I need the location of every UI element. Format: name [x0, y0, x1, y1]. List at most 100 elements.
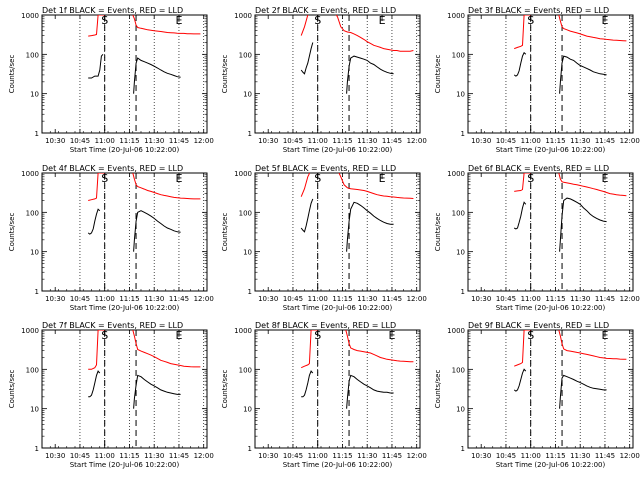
- plot-frame: [467, 14, 634, 134]
- y-axis-label: Counts/sec: [221, 370, 229, 409]
- marker-e-label: E: [379, 172, 386, 185]
- panel-2: Det 2f BLACK = Events, RED = LLD Counts/s…: [221, 6, 427, 154]
- y-axis-label: Counts/sec: [221, 213, 229, 252]
- panel-title: Det 4f BLACK = Events, RED = LLD: [42, 164, 183, 173]
- panel-title: Det 3f BLACK = Events, RED = LLD: [468, 6, 609, 15]
- series-lld-line: [514, 15, 627, 50]
- x-tick-label: 12:00: [194, 452, 214, 460]
- plot-frame: [467, 329, 634, 449]
- marker-e-label: E: [388, 329, 395, 342]
- x-tick-label: 11:15: [332, 137, 352, 145]
- x-tick-label: 10:45: [70, 452, 90, 460]
- panel-title: Det 7f BLACK = Events, RED = LLD: [42, 321, 183, 330]
- y-tick-label: 10: [456, 249, 465, 257]
- x-tick-label: 11:15: [332, 295, 352, 303]
- x-tick-label: 11:30: [357, 295, 377, 303]
- marker-e-label: E: [601, 329, 608, 342]
- plot-frame: [467, 172, 634, 292]
- marker-s-label: S: [527, 329, 534, 342]
- series-lld-line: [300, 15, 414, 52]
- x-tick-label: 12:00: [620, 295, 640, 303]
- x-tick-label: 11:45: [382, 452, 402, 460]
- series-lld-line: [88, 330, 201, 370]
- panel-6: Det 6f BLACK = Events, RED = LLD Counts/s…: [434, 164, 640, 312]
- y-tick-label: 10: [243, 91, 252, 99]
- plot-frame: [254, 329, 421, 449]
- plot-frame: [41, 172, 208, 292]
- panel-title: Det 1f BLACK = Events, RED = LLD: [42, 6, 183, 15]
- x-tick-label: 11:30: [144, 295, 164, 303]
- x-tick-label: 11:00: [95, 452, 115, 460]
- y-tick-label: 10: [30, 91, 39, 99]
- series-lld-line: [300, 173, 414, 199]
- y-tick-label: 100: [452, 209, 465, 217]
- plot-frame: [254, 14, 421, 134]
- y-axis-label: Counts/sec: [221, 55, 229, 94]
- x-tick-label: 10:30: [471, 137, 491, 145]
- y-axis-label: Counts/sec: [434, 370, 442, 409]
- panel-9: Det 9f BLACK = Events, RED = LLD Counts/s…: [434, 321, 640, 469]
- x-tick-label: 11:45: [169, 137, 189, 145]
- y-tick-label: 1: [461, 130, 465, 138]
- x-tick-label: 10:45: [496, 137, 516, 145]
- x-axis-label: Start Time (20-Jul-06 10:22:00): [70, 461, 180, 469]
- marker-s-label: S: [101, 14, 108, 27]
- x-tick-label: 10:45: [283, 452, 303, 460]
- series-events-line: [513, 197, 607, 252]
- series-events-line: [300, 198, 394, 252]
- plot-frame: [254, 172, 421, 292]
- y-tick-label: 1000: [234, 12, 252, 20]
- x-tick-label: 11:00: [95, 137, 115, 145]
- marker-s-label: S: [101, 329, 108, 342]
- y-tick-label: 1000: [447, 12, 465, 20]
- x-tick-label: 10:45: [496, 295, 516, 303]
- series-events-line: [301, 370, 394, 409]
- y-tick-label: 1000: [21, 12, 39, 20]
- y-tick-label: 10: [30, 406, 39, 414]
- x-tick-label: 11:45: [169, 295, 189, 303]
- x-tick-label: 11:45: [595, 137, 615, 145]
- series-lld-line: [300, 330, 414, 369]
- x-tick-label: 12:00: [194, 295, 214, 303]
- x-tick-label: 11:00: [308, 452, 328, 460]
- x-axis-label: Start Time (20-Jul-06 10:22:00): [283, 461, 393, 469]
- series-events-line: [513, 368, 607, 409]
- x-tick-label: 11:00: [308, 137, 328, 145]
- x-tick-label: 11:30: [144, 452, 164, 460]
- marker-s-label: S: [527, 14, 534, 27]
- panel-title: Det 2f BLACK = Events, RED = LLD: [255, 6, 396, 15]
- y-tick-label: 1: [35, 445, 39, 453]
- y-tick-label: 1000: [447, 327, 465, 335]
- x-axis-label: Start Time (20-Jul-06 10:22:00): [283, 146, 393, 154]
- x-tick-label: 10:30: [258, 137, 278, 145]
- panel-title: Det 5f BLACK = Events, RED = LLD: [255, 164, 396, 173]
- x-tick-label: 10:30: [45, 452, 65, 460]
- y-tick-label: 1: [35, 288, 39, 296]
- y-tick-label: 1: [248, 445, 252, 453]
- plot-frame: [41, 329, 208, 449]
- y-tick-label: 100: [452, 51, 465, 59]
- x-tick-label: 12:00: [407, 295, 427, 303]
- x-tick-label: 11:15: [119, 452, 139, 460]
- x-tick-label: 10:30: [471, 452, 491, 460]
- x-tick-label: 11:15: [119, 295, 139, 303]
- x-tick-label: 11:15: [119, 137, 139, 145]
- y-axis-label: Counts/sec: [8, 55, 16, 94]
- x-tick-label: 10:45: [70, 137, 90, 145]
- x-tick-label: 11:45: [595, 295, 615, 303]
- x-axis-label: Start Time (20-Jul-06 10:22:00): [496, 304, 606, 312]
- x-tick-label: 11:30: [144, 137, 164, 145]
- y-tick-label: 1: [248, 288, 252, 296]
- y-tick-label: 100: [239, 51, 252, 59]
- panel-8: Det 8f BLACK = Events, RED = LLD Counts/s…: [221, 321, 427, 469]
- x-tick-label: 11:00: [521, 137, 541, 145]
- y-tick-label: 1000: [234, 170, 252, 178]
- x-tick-label: 11:00: [95, 295, 115, 303]
- x-tick-label: 11:15: [545, 452, 565, 460]
- x-tick-label: 11:30: [357, 137, 377, 145]
- series-events-line: [513, 51, 607, 94]
- marker-e-label: E: [379, 14, 386, 27]
- marker-e-label: E: [601, 14, 608, 27]
- series-events-line: [300, 42, 394, 94]
- x-tick-label: 12:00: [407, 137, 427, 145]
